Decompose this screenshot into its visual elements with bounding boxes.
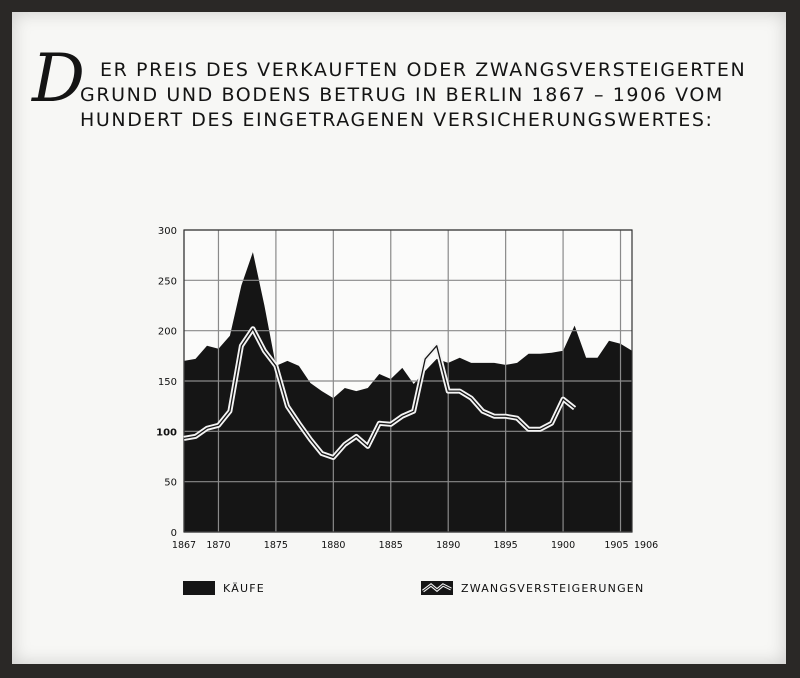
legend-label-kaeufe: Käufe xyxy=(223,581,265,595)
plot-frame xyxy=(183,229,633,533)
x-tick-label: 1890 xyxy=(436,540,460,551)
y-tick-label: 200 xyxy=(158,327,177,338)
zwang-line-layer xyxy=(183,326,577,460)
x-tick-label: 1900 xyxy=(551,540,575,551)
y-tick-label: 50 xyxy=(164,478,177,489)
zwang-swatch xyxy=(421,581,453,595)
x-tick-label: 1906 xyxy=(634,540,658,551)
x-tick-label: 1885 xyxy=(379,540,403,551)
kaeufe-area xyxy=(184,252,632,532)
x-tick-label: 1870 xyxy=(206,540,230,551)
y-tick-label: 100 xyxy=(156,427,177,438)
kaeufe-swatch xyxy=(183,581,215,595)
x-tick-label: 1875 xyxy=(264,540,288,551)
chart-title: er Preis des verkauften oder zwangsverst… xyxy=(40,58,760,133)
legend-item-zwang: Zwangsversteigerungen xyxy=(421,578,644,598)
title-initial: D xyxy=(32,40,85,117)
x-tick-label: 1895 xyxy=(494,540,518,551)
title-line-1: er Preis des verkauften oder zwangsverst… xyxy=(100,59,747,81)
kaeufe-area-layer xyxy=(184,252,632,532)
grid-layer xyxy=(183,229,633,533)
legend-label-zwang: Zwangsversteigerungen xyxy=(461,581,645,595)
y-tick-label: 250 xyxy=(158,276,177,287)
axis-layer: 0 50 100 150 200 250 300 1867 1870 1875 1880 1885 18… xyxy=(156,226,658,551)
x-tick-label: 1905 xyxy=(604,540,628,551)
y-tick-label: 0 xyxy=(171,528,177,539)
title-line-3: Hundert des eingetragenen Versicherungsw… xyxy=(80,109,714,131)
legend-item-kaeufe: Käufe xyxy=(183,578,265,598)
y-tick-label: 300 xyxy=(158,226,177,237)
x-tick-label: 1867 xyxy=(172,540,196,551)
y-tick-label: 150 xyxy=(158,377,177,388)
x-tick-label: 1880 xyxy=(321,540,345,551)
zwang-line-inner xyxy=(183,328,576,459)
title-line-2: Grund und Bodens betrug in Berlin 1867 –… xyxy=(80,84,724,106)
